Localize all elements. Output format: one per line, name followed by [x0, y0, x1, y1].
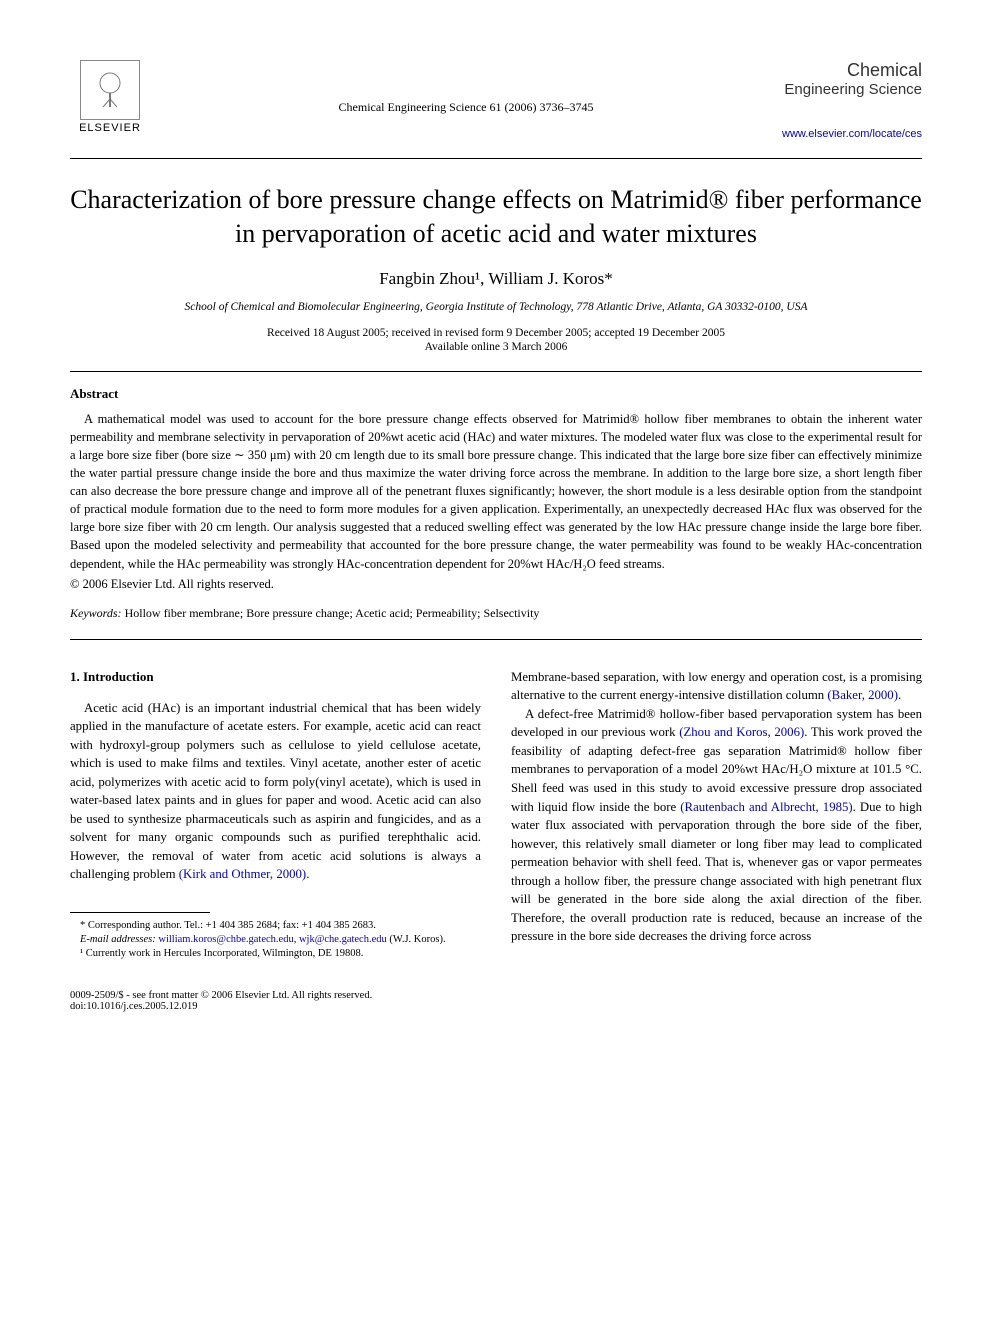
keywords-body: Hollow fiber membrane; Bore pressure cha…: [122, 606, 540, 620]
article-title: Characterization of bore pressure change…: [70, 183, 922, 251]
footnote-corresponding: * Corresponding author. Tel.: +1 404 385…: [70, 919, 481, 933]
citation-rautenbach[interactable]: (Rautenbach and Albrecht, 1985): [680, 800, 852, 814]
intro-tail-1: .: [306, 867, 309, 881]
footer-doi: doi:10.1016/j.ces.2005.12.019: [70, 1001, 922, 1012]
authors: Fangbin Zhou¹, William J. Koros*: [70, 269, 922, 289]
dates-available: Available online 3 March 2006: [70, 341, 922, 353]
affiliation: School of Chemical and Biomolecular Engi…: [70, 301, 922, 313]
intro-para-2: A defect-free Matrimid® hollow-fiber bas…: [511, 705, 922, 946]
intro-para-1-cont: Membrane-based separation, with low ener…: [511, 668, 922, 705]
email-link-1[interactable]: william.koros@chbe.gatech.edu: [158, 934, 293, 945]
abstract-copyright: © 2006 Elsevier Ltd. All rights reserved…: [70, 577, 922, 592]
journal-url-link[interactable]: www.elsevier.com/locate/ces: [782, 128, 922, 140]
keywords-label: Keywords:: [70, 606, 122, 620]
intro-para-1: Acetic acid (HAc) is an important indust…: [70, 699, 481, 884]
column-left: 1. Introduction Acetic acid (HAc) is an …: [70, 668, 481, 962]
citation-baker[interactable]: (Baker, 2000): [827, 688, 898, 702]
abstract-body: A mathematical model was used to account…: [70, 410, 922, 573]
column-right: Membrane-based separation, with low ener…: [511, 668, 922, 962]
footer-front-matter: 0009-2509/$ - see front matter © 2006 El…: [70, 990, 922, 1001]
intro-text-1: Acetic acid (HAc) is an important indust…: [70, 701, 481, 882]
citation-kirk-othmer[interactable]: (Kirk and Othmer, 2000): [179, 867, 306, 881]
body-columns: 1. Introduction Acetic acid (HAc) is an …: [70, 668, 922, 962]
journal-brand-line1: Chemical: [782, 60, 922, 81]
journal-reference: Chemical Engineering Science 61 (2006) 3…: [150, 60, 782, 115]
abstract-bottom-rule: [70, 639, 922, 640]
col2-p2c: . Due to high water flux associated with…: [511, 800, 922, 944]
abstract-heading: Abstract: [70, 386, 922, 402]
footnote-1: ¹ Currently work in Hercules Incorporate…: [70, 947, 481, 961]
footnote-rule: [70, 912, 210, 913]
email-link-2[interactable]: wjk@che.gatech.edu: [299, 934, 387, 945]
page-footer: 0009-2509/$ - see front matter © 2006 El…: [70, 990, 922, 1012]
publisher-name: ELSEVIER: [79, 122, 141, 134]
abstract-top-rule: [70, 371, 922, 372]
footnote-emails: E-mail addresses: william.koros@chbe.gat…: [70, 933, 481, 947]
page-header: ELSEVIER Chemical Engineering Science 61…: [70, 60, 922, 140]
keywords: Keywords: Hollow fiber membrane; Bore pr…: [70, 606, 922, 621]
email-attrib: (W.J. Koros).: [387, 934, 446, 945]
publisher-logo: ELSEVIER: [70, 60, 150, 134]
citation-zhou-koros[interactable]: (Zhou and Koros, 2006): [679, 725, 804, 739]
section-1-heading: 1. Introduction: [70, 668, 481, 687]
elsevier-tree-icon: [80, 60, 140, 120]
journal-brand-line2: Engineering Science: [782, 81, 922, 98]
header-rule: [70, 158, 922, 159]
journal-brand: Chemical Engineering Science www.elsevie…: [782, 60, 922, 140]
col2-tail1: .: [898, 688, 901, 702]
email-label: E-mail addresses:: [80, 934, 156, 945]
dates-received: Received 18 August 2005; received in rev…: [70, 327, 922, 339]
